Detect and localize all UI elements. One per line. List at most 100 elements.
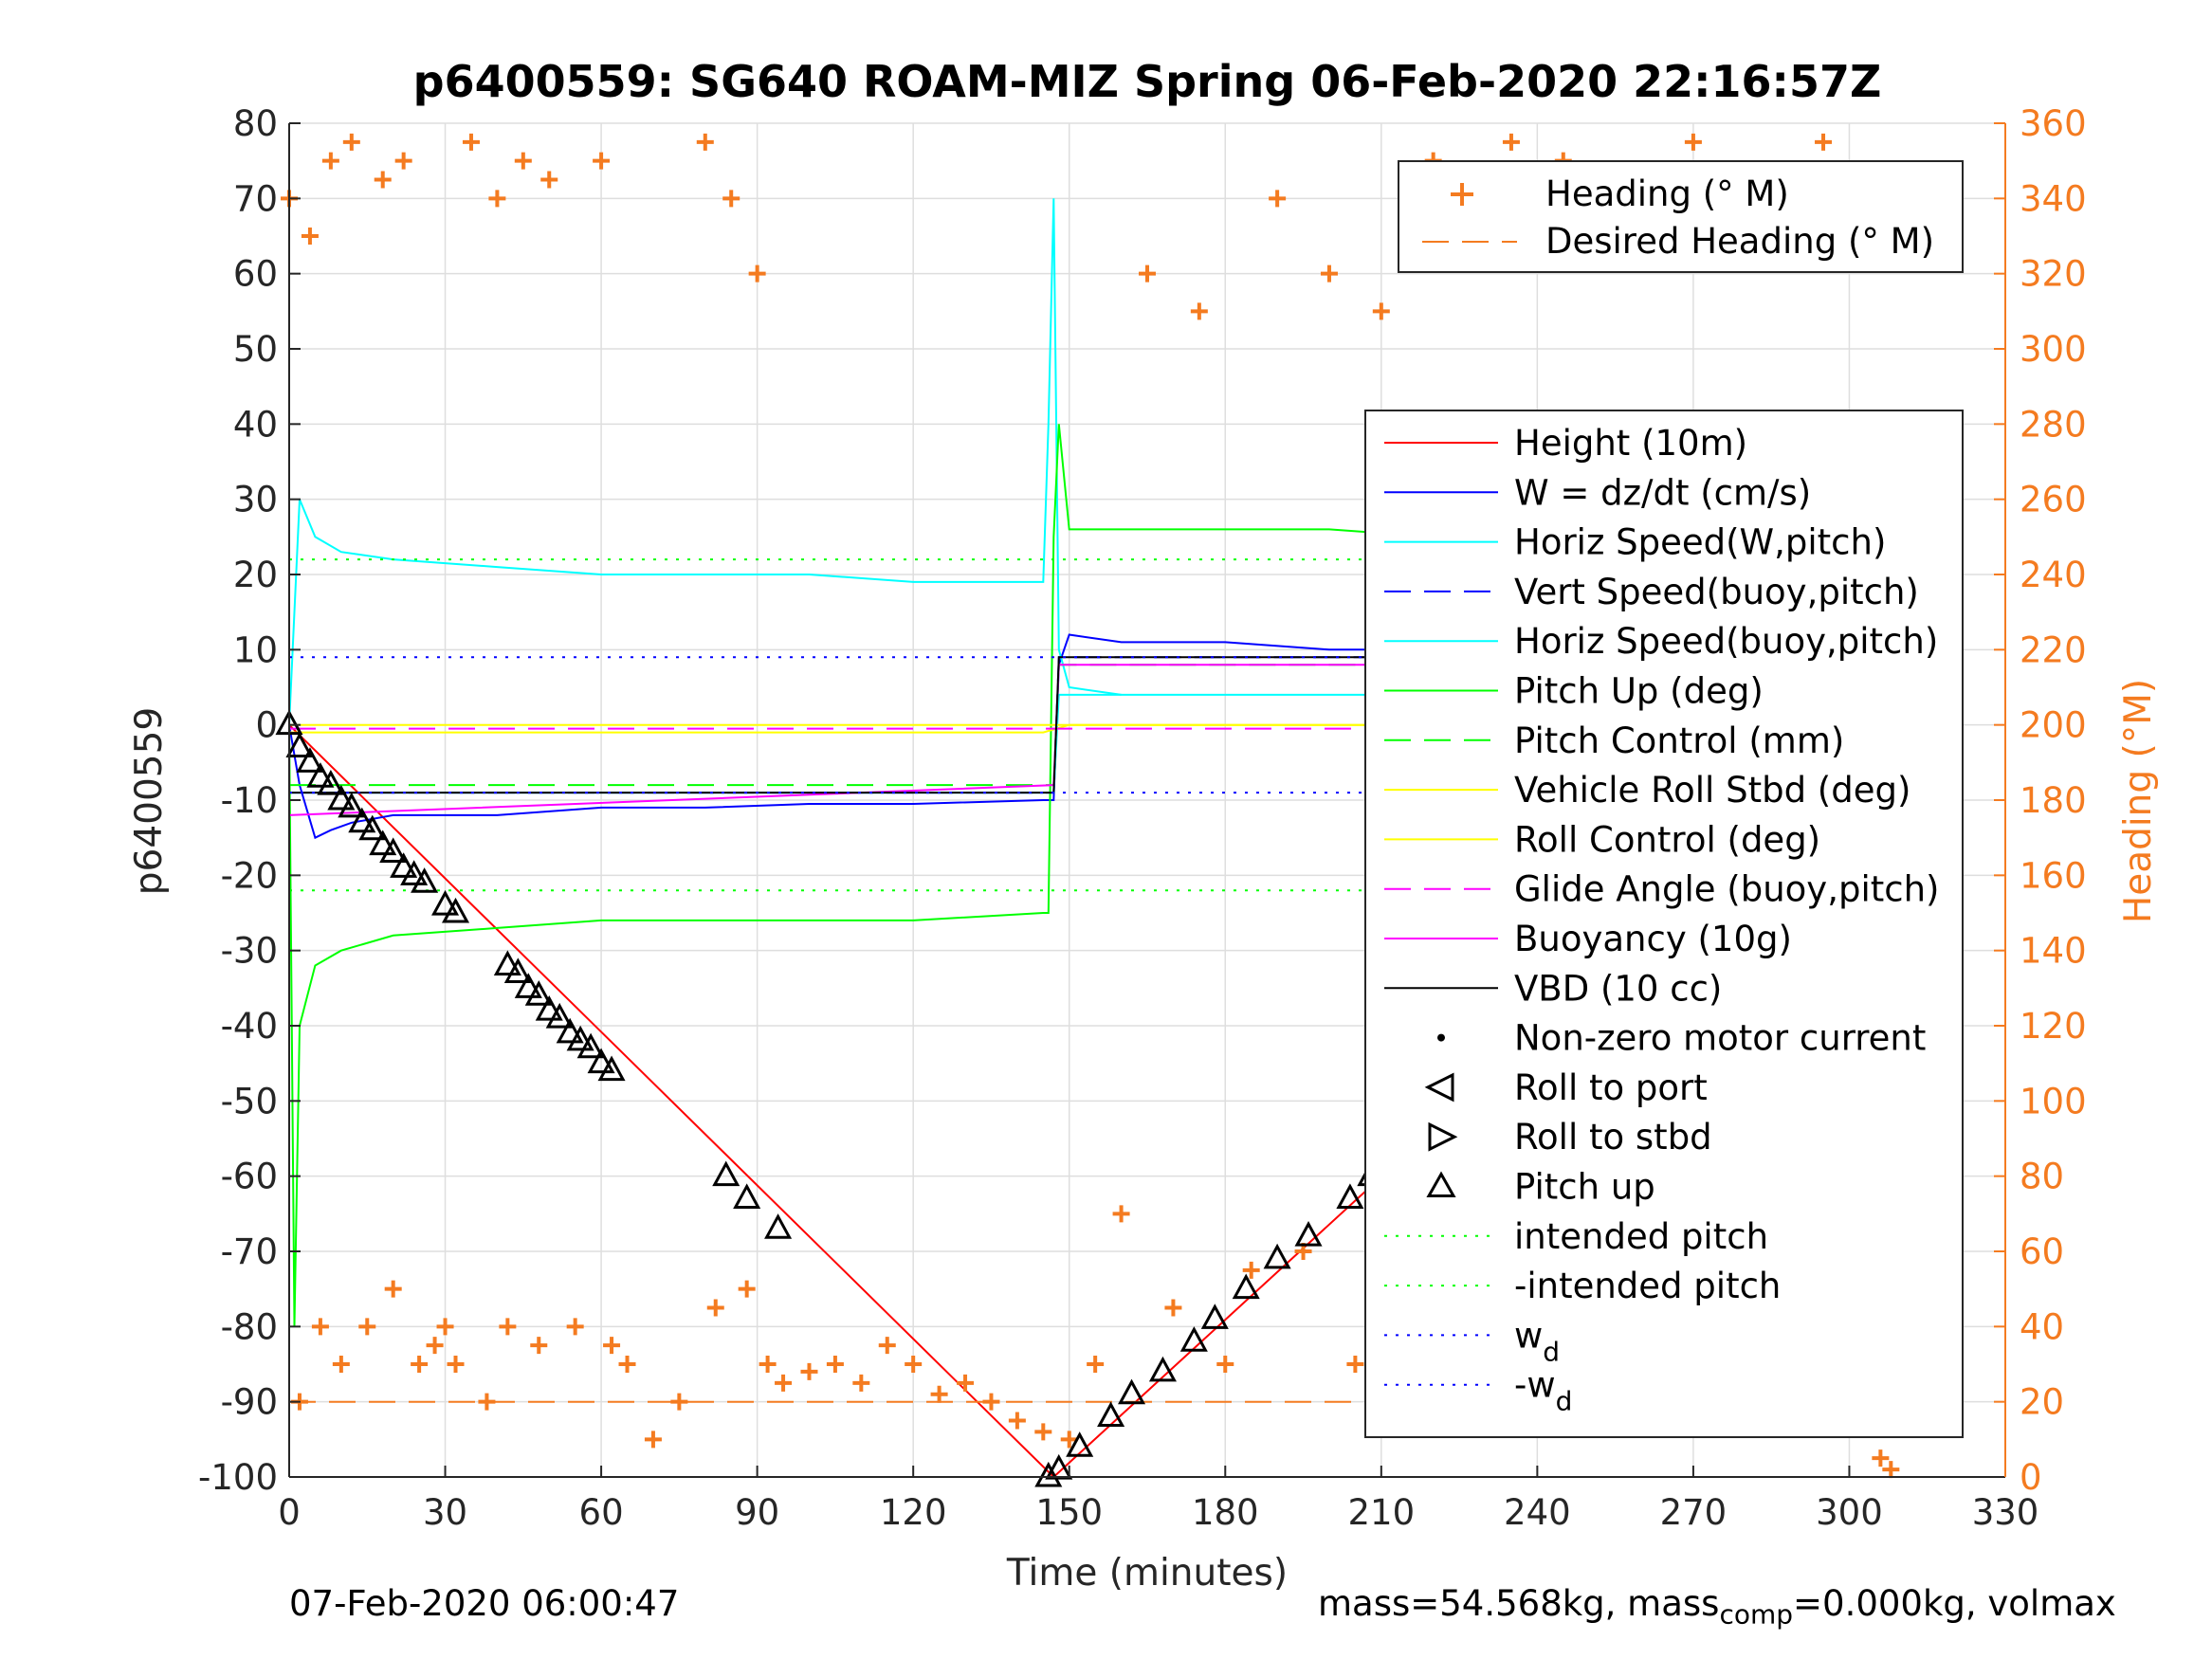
legend-main-entry: Glide Angle (buoy,pitch) — [1514, 869, 1939, 910]
pitch-up-marker — [576, 1032, 605, 1059]
legend-heading-plus-icon — [1451, 183, 1473, 206]
pitch-up-marker — [597, 1055, 626, 1082]
y-tick-label: -20 — [221, 855, 278, 896]
y2-tick-label: 140 — [2020, 931, 2087, 972]
heading-point — [1242, 1261, 1260, 1279]
legend-heading-box — [1398, 160, 1964, 273]
legend-triangle-right-icon — [1428, 1121, 1458, 1152]
legend-main-entry: Height (10m) — [1514, 423, 1747, 464]
y-tick-label: -30 — [221, 931, 278, 972]
legend-main: Height (10m) W = dz/dt (cm/s) Horiz Speed(… — [1364, 410, 1964, 1438]
heading-point — [1008, 1412, 1026, 1430]
heading-point — [706, 1299, 724, 1317]
heading-point — [301, 228, 319, 245]
heading-point — [411, 1356, 429, 1373]
mass-subscript: comp — [1719, 1598, 1794, 1631]
pitch-up-marker — [1045, 1453, 1073, 1480]
y2-tick-label: 240 — [2020, 555, 2087, 595]
heading-point — [593, 152, 611, 170]
y-tick-label: -50 — [221, 1081, 278, 1121]
heading-point — [1269, 190, 1287, 208]
legend-main-entry: Horiz Speed(W,pitch) — [1514, 522, 1886, 563]
series-horiz-speed-w-pitch — [288, 198, 1122, 725]
heading-point — [1139, 264, 1156, 283]
x-tick-label: 210 — [1348, 1492, 1416, 1533]
heading-point — [1060, 1431, 1078, 1449]
legend-main-entry: Pitch Up (deg) — [1514, 671, 1764, 712]
heading-point — [540, 171, 558, 189]
heading-point — [384, 1280, 402, 1298]
y2-tick-label: 340 — [2020, 178, 2087, 219]
pitch-up-marker — [369, 830, 397, 856]
y2-tick-label: 200 — [2020, 705, 2087, 746]
pitch-up-marker — [411, 867, 439, 893]
pitch-up-marker — [306, 762, 335, 788]
heading-point — [878, 1337, 896, 1355]
heading-point — [618, 1356, 636, 1373]
legend-main-entry: -intended pitch — [1514, 1266, 1781, 1306]
heading-point — [488, 190, 506, 208]
heading-point — [478, 1393, 496, 1411]
heading-point — [1190, 302, 1208, 320]
heading-point — [1882, 1461, 1900, 1479]
y2-tick-label: 120 — [2020, 1006, 2087, 1047]
y2-tick-label: 320 — [2020, 254, 2087, 295]
x-tick-label: 180 — [1192, 1492, 1259, 1533]
y-tick-label: -60 — [221, 1157, 278, 1197]
pitch-up-marker — [545, 1002, 574, 1029]
heading-point — [1346, 1356, 1364, 1373]
heading-point — [775, 1374, 793, 1392]
legend-main-entry: Pitch up — [1514, 1167, 1655, 1208]
pitch-up-marker — [379, 837, 408, 864]
x-tick-label: 0 — [278, 1492, 301, 1533]
heading-point — [1372, 302, 1390, 320]
heading-point — [800, 1362, 818, 1380]
heading-point — [670, 1393, 688, 1411]
legend-main-entry: Roll to stbd — [1514, 1117, 1712, 1158]
heading-point — [1112, 1205, 1130, 1223]
legend-main-entry: wd — [1514, 1315, 1560, 1367]
pitch-up-marker — [348, 807, 376, 833]
pitch-up-marker — [1118, 1378, 1146, 1405]
pitch-up-marker — [587, 1048, 615, 1074]
series-pitch-control-mm — [289, 664, 1892, 787]
legend-main-box — [1364, 410, 1964, 1438]
pitch-up-marker — [556, 1017, 584, 1044]
heading-point — [748, 264, 766, 283]
chart-title: p6400559: SG640 ROAM-MIZ Spring 06-Feb-2… — [413, 56, 1882, 107]
pitch-up-marker — [431, 889, 460, 916]
y-tick-label: 20 — [233, 555, 278, 595]
pitch-up-marker — [390, 852, 418, 878]
pitch-up-marker — [1336, 1183, 1364, 1209]
heading-point — [957, 1374, 975, 1392]
x-tick-label: 30 — [423, 1492, 467, 1533]
heading-point — [426, 1337, 444, 1355]
heading-point — [1034, 1423, 1052, 1441]
y2-tick-label: 280 — [2020, 404, 2087, 445]
pitch-up-marker — [1294, 1220, 1323, 1247]
y-tick-label: -80 — [221, 1306, 278, 1347]
pitch-up-marker — [1232, 1273, 1260, 1300]
heading-point — [852, 1374, 870, 1392]
y-tick-label: 0 — [255, 705, 278, 746]
heading-point — [321, 152, 339, 170]
legend-main-entry: intended pitch — [1514, 1216, 1768, 1257]
heading-point — [696, 133, 714, 151]
heading-point — [374, 171, 392, 189]
mass-footer: mass=54.568kg, masscomp=0.000kg, volmax — [1318, 1583, 2116, 1630]
x-tick-label: 300 — [1816, 1492, 1883, 1533]
y-tick-label: 10 — [233, 629, 278, 670]
heading-point — [738, 1280, 756, 1298]
pitch-up-marker — [1263, 1243, 1291, 1269]
y-tick-label: 70 — [233, 178, 278, 219]
heading-point — [930, 1385, 948, 1403]
pitch-up-marker — [1066, 1431, 1094, 1457]
heading-point — [311, 1318, 329, 1336]
y-tick-label: -40 — [221, 1006, 278, 1047]
legend-heading-entry: Desired Heading (° M) — [1545, 221, 1934, 262]
axes: 0 30 60 90 120 150 180 210 240 270 300 330-100-90-8… — [198, 103, 2087, 1533]
legend-main-entry: -wd — [1514, 1365, 1572, 1417]
pitch-up-marker — [524, 980, 553, 1006]
pitch-up-marker — [535, 994, 563, 1021]
pitch-up-marker — [514, 973, 542, 998]
